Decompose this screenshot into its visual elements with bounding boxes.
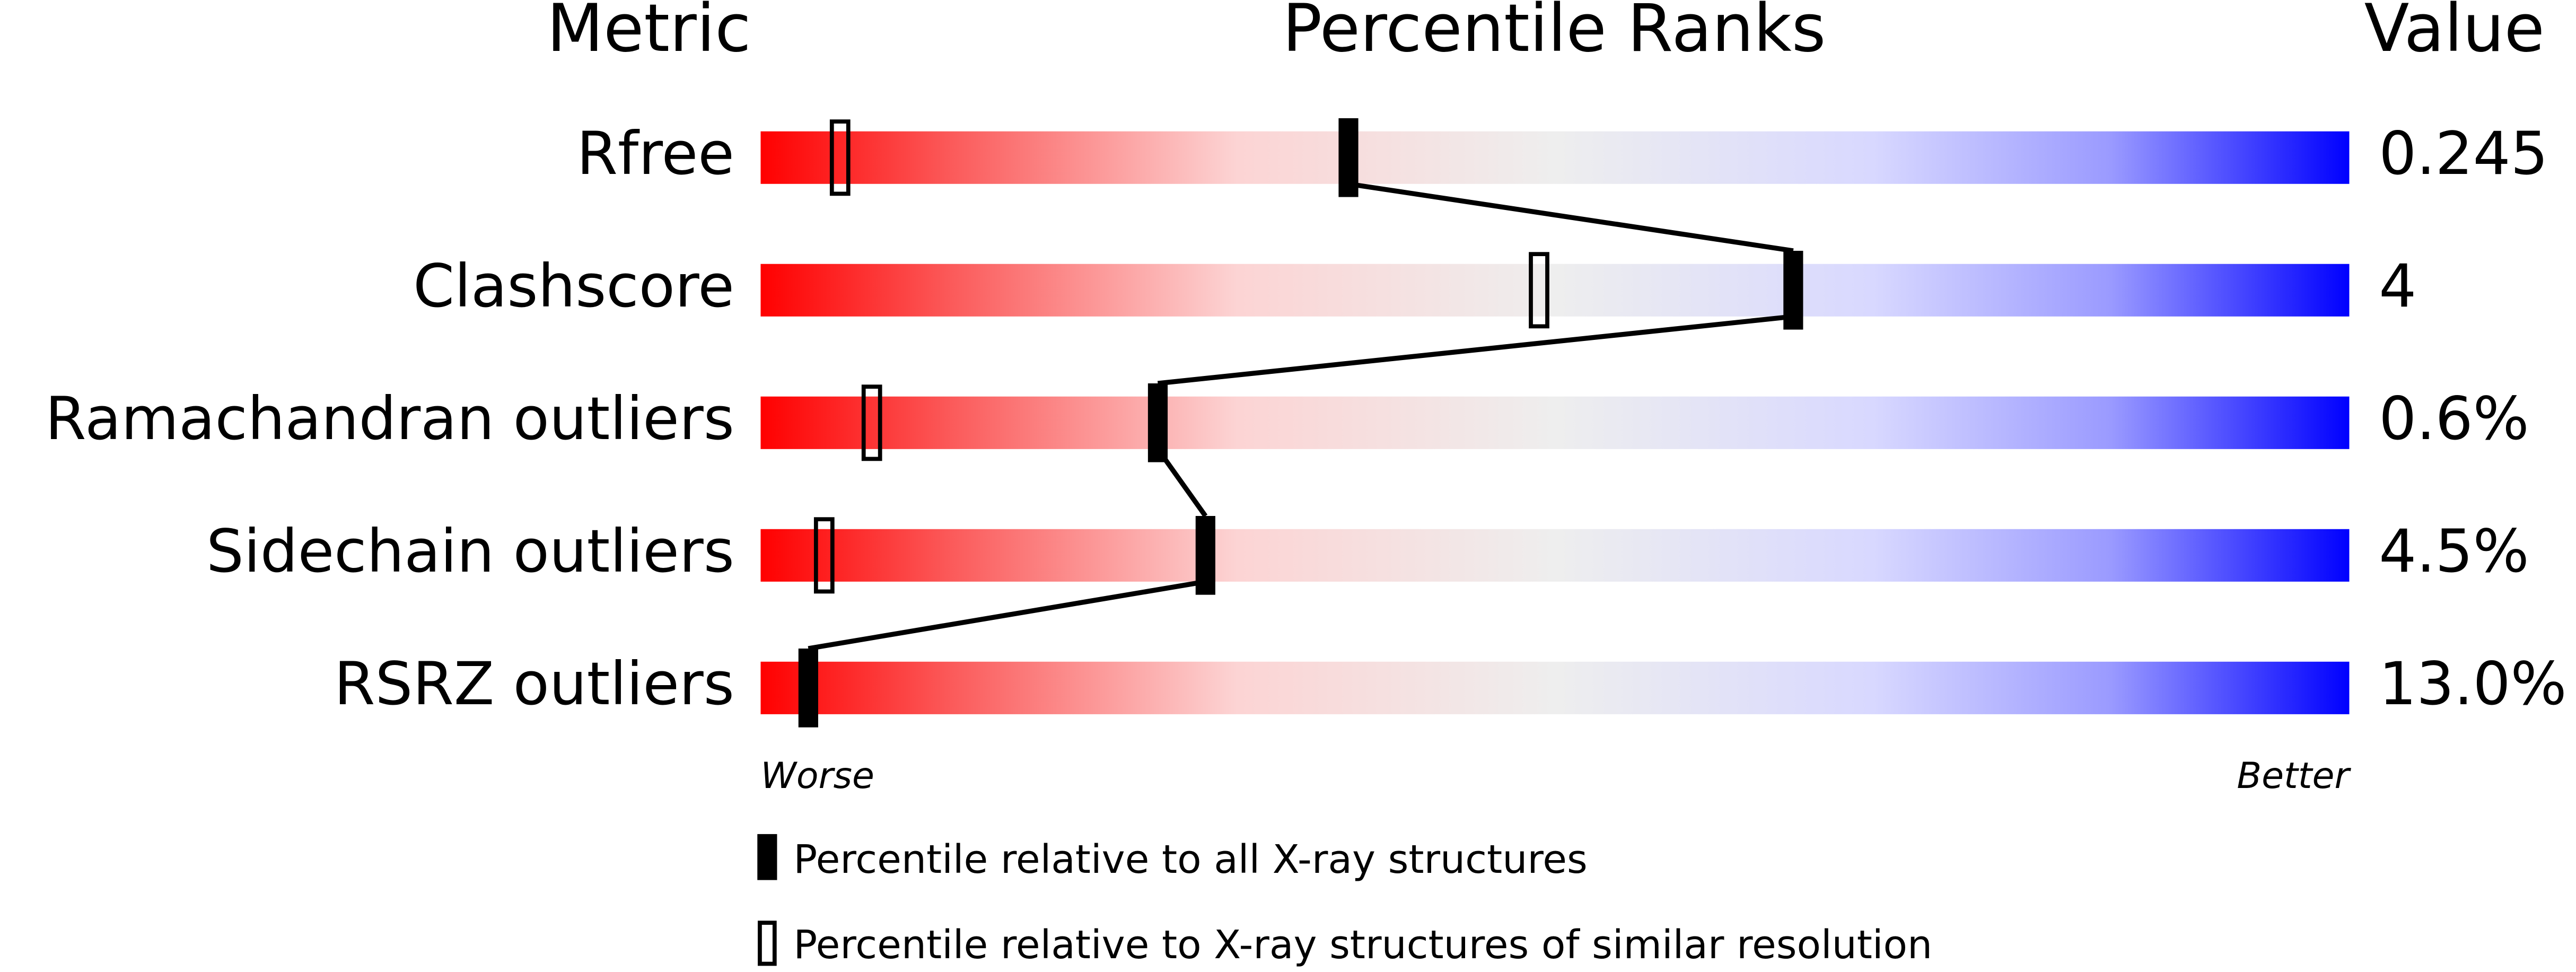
marker-similar (829, 119, 851, 196)
header-metric: Metric (547, 0, 751, 67)
marker-similar (861, 384, 882, 461)
legend-swatch-all (757, 834, 777, 880)
connector (1157, 314, 1794, 386)
metric-value: 4.5% (2379, 518, 2529, 586)
metric-label: Clashscore (413, 252, 734, 321)
slider-bar (760, 131, 2350, 184)
slider-bar (760, 529, 2350, 582)
legend-swatch-similar (758, 921, 777, 966)
slider-bar (760, 264, 2350, 317)
metric-label: Rfree (576, 120, 734, 188)
slider-bar (760, 661, 2350, 714)
axis-worse: Worse (760, 755, 874, 797)
connector (1348, 181, 1794, 253)
metric-value: 0.245 (2379, 120, 2548, 188)
metric-label: Ramachandran outliers (45, 385, 734, 453)
marker-similar (1529, 252, 1549, 329)
marker-all (1783, 250, 1803, 330)
marker-all (1195, 516, 1215, 595)
marker-similar (813, 517, 835, 594)
metric-value: 4 (2379, 252, 2416, 321)
legend-label: Percentile relative to X-ray structures … (793, 922, 1932, 968)
metric-label: RSRZ outliers (334, 650, 734, 719)
marker-all (798, 649, 818, 728)
header-percentile: Percentile Ranks (1282, 0, 1826, 67)
slider-bar (760, 396, 2350, 449)
axis-better: Better (2237, 755, 2351, 797)
metric-label: Sidechain outliers (206, 518, 734, 586)
marker-all (1338, 118, 1359, 197)
connector (808, 579, 1206, 651)
header-value: Value (2364, 0, 2545, 67)
legend-label: Percentile relative to all X-ray structu… (793, 836, 1587, 882)
marker-all (1147, 383, 1168, 462)
metric-value: 13.0% (2379, 650, 2566, 719)
metric-value: 0.6% (2379, 385, 2529, 453)
